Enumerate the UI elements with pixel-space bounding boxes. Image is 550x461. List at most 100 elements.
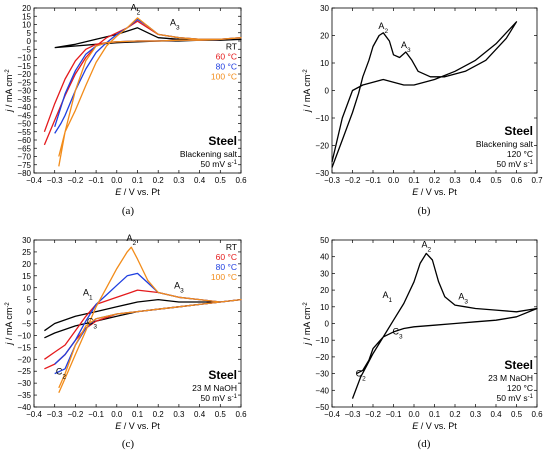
y-tick-label: −5 (22, 45, 32, 54)
peak-label-part: A (131, 3, 137, 13)
y-tick-label: −80 (17, 169, 31, 178)
info-line: 120 °C (507, 383, 533, 393)
legend-entry: 80 °C (216, 262, 237, 272)
y-tick-label: 20 (22, 260, 31, 269)
peak-label-part: 2 (427, 246, 431, 253)
peak-label: A2 (378, 21, 388, 35)
legend-entry: 60 °C (216, 51, 237, 61)
x-tick-label: 0.1 (132, 176, 144, 185)
peak-label-part: 3 (93, 323, 97, 330)
peak-label: A3 (174, 280, 184, 294)
info-line-part: -1 (232, 160, 238, 166)
peak-label-part: 3 (464, 298, 468, 305)
info-line: 50 mV s-1 (496, 159, 533, 169)
y-tick-label: −10 (315, 336, 329, 345)
x-tick-label: 0.2 (429, 176, 441, 185)
legend-entry: 100 °C (211, 272, 237, 282)
y-tick-label: −15 (17, 62, 31, 71)
y-tick-label: −20 (315, 353, 329, 362)
y-tick-label: −60 (17, 136, 31, 145)
y-tick-label: 5 (27, 29, 32, 38)
info-line-part: 120 °C (507, 149, 533, 159)
x-tick-label: −0.1 (386, 410, 402, 419)
x-tick-label: 0.4 (194, 176, 206, 185)
peak-label-part: A (421, 240, 427, 250)
x-axis-label: E / V vs. Pt (412, 187, 457, 197)
y-tick-label: 15 (22, 12, 31, 21)
peak-label-part: 3 (399, 333, 403, 340)
x-tick-label: 0.6 (235, 410, 247, 419)
y-tick-label: −35 (17, 95, 31, 104)
series-line (58, 246, 242, 393)
y-tick-label: −70 (17, 153, 31, 162)
y-tick-label: 0 (27, 37, 32, 46)
x-tick-label: 0.4 (470, 176, 482, 185)
x-axis-label-part: E (115, 187, 122, 197)
x-tick-label: 0.1 (408, 176, 420, 185)
sample-title: Steel (208, 368, 237, 382)
y-tick-label: −75 (17, 161, 31, 170)
x-axis-label-part: / V vs. Pt (121, 187, 160, 197)
y-tick-label: 10 (22, 21, 31, 30)
sample-title: Steel (504, 358, 533, 372)
x-tick-label: 0.2 (153, 176, 165, 185)
x-tick-label: 0.1 (429, 410, 441, 419)
y-axis-label-part: j (4, 342, 14, 346)
x-axis-label: E / V vs. Pt (115, 187, 160, 197)
peak-label-part: 3 (180, 287, 184, 294)
y-axis-label-part: -2 (5, 69, 11, 75)
peak-label: A3 (401, 40, 411, 54)
y-tick-label: −65 (17, 144, 31, 153)
y-tick-label: −10 (315, 114, 329, 123)
y-tick-label: 30 (320, 269, 329, 278)
x-tick-label: −0.4 (324, 410, 340, 419)
legend-entry: 80 °C (216, 61, 237, 71)
peak-label-part: A (174, 280, 180, 290)
peak-label-part: 2 (384, 27, 388, 34)
y-tick-label: −30 (315, 370, 329, 379)
info-line-part: -1 (528, 394, 534, 400)
y-axis-label-part: j (302, 342, 312, 346)
peak-label: A2 (131, 3, 141, 16)
y-axis-label: j / mA cm-2 (4, 69, 14, 113)
peak-label-part: 2 (362, 375, 366, 382)
x-tick-label: 0.3 (173, 410, 185, 419)
x-axis-label-part: E (412, 187, 419, 197)
info-line-part: 50 mV s (200, 159, 231, 169)
peak-label: C3 (87, 316, 98, 330)
peak-label-part: 3 (176, 24, 180, 31)
peak-label-part: A (401, 40, 407, 50)
x-tick-label: 0.6 (235, 176, 247, 185)
x-tick-label: 0.3 (173, 176, 185, 185)
peak-label: A3 (170, 17, 180, 31)
sample-title: Steel (208, 134, 237, 148)
peak-label-part: C (393, 327, 400, 337)
y-tick-label: 40 (320, 253, 329, 262)
y-tick-label: −10 (17, 54, 31, 63)
info-line-part: 50 mV s (496, 159, 527, 169)
series-line (331, 21, 518, 168)
x-tick-label: −0.4 (26, 410, 42, 419)
peak-label: C2 (356, 368, 367, 382)
x-tick-label: −0.2 (365, 410, 381, 419)
x-axis-label-part: E (115, 421, 122, 431)
peak-label: A2 (126, 233, 136, 247)
info-line: 23 M NaOH (192, 383, 237, 393)
info-line: 120 °C (507, 149, 533, 159)
x-tick-label: 0.0 (111, 410, 123, 419)
y-axis-label-part: -2 (303, 69, 309, 75)
peak-label-part: A (126, 233, 132, 243)
x-tick-label: 0.6 (531, 410, 543, 419)
series-line (351, 252, 538, 399)
panel-label: (b) (418, 205, 431, 217)
panel-label: (c) (122, 438, 135, 450)
peak-label-part: 2 (132, 239, 136, 246)
y-axis-label-part: -2 (5, 302, 11, 308)
x-tick-label: 0.4 (490, 410, 502, 419)
chart-panel: −0.4 −0.3 −0.2 −0.1 0.0 0.1 0.2 0.3 0.4 0.5 0.6 −40… (4, 233, 247, 450)
peak-label-part: 2 (137, 9, 141, 16)
info-line-part: Blackening salt (180, 149, 238, 159)
y-tick-label: −30 (315, 169, 329, 178)
info-line-part: 120 °C (507, 383, 533, 393)
y-tick-label: 10 (22, 284, 31, 293)
